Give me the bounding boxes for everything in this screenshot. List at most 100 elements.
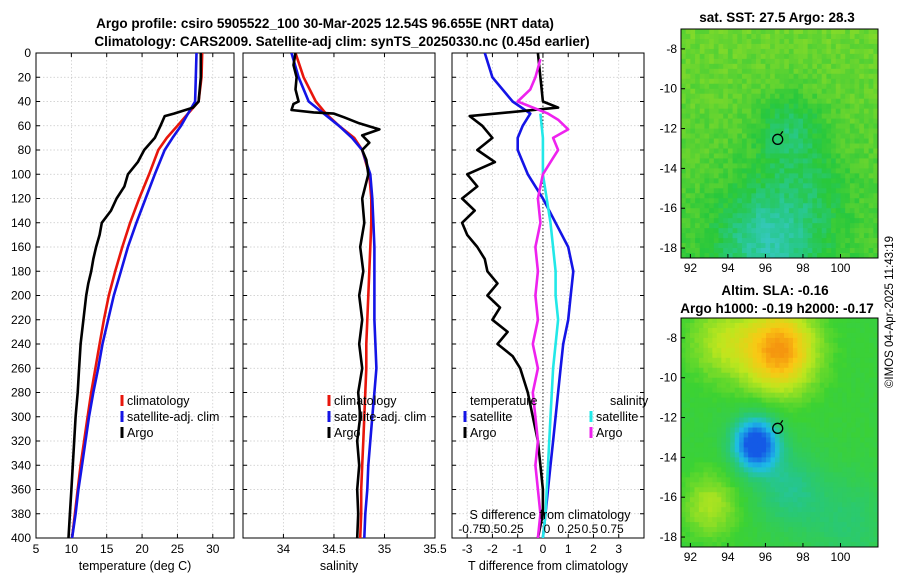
map-cell [756, 158, 762, 164]
map-cell [748, 318, 754, 324]
map-cell [694, 452, 700, 458]
map-cell [716, 337, 722, 344]
map-cell [835, 183, 841, 189]
map-cell [784, 29, 790, 35]
map-cell [788, 387, 794, 394]
map-cell [821, 118, 827, 124]
map-cell [779, 63, 785, 70]
map-cell [788, 33, 794, 40]
map-cell [863, 78, 870, 85]
map-cell [685, 218, 691, 224]
map-cell [732, 133, 738, 139]
map-cell [842, 477, 848, 483]
map-cell [817, 83, 823, 90]
map-cell [815, 367, 821, 374]
map-cell [840, 63, 846, 70]
map-cell [727, 183, 733, 189]
map-cell [681, 29, 687, 35]
map-cell [718, 108, 724, 115]
map-cell [797, 457, 803, 463]
map-cell [698, 357, 704, 364]
map-cell [707, 412, 713, 418]
map-cell [694, 432, 700, 438]
map-cell [704, 98, 710, 105]
map-cell [774, 183, 780, 189]
map-cell [806, 397, 812, 404]
map-cell [815, 457, 821, 463]
map-cell [845, 68, 851, 75]
map-cell [690, 113, 696, 120]
map-cell [797, 382, 803, 389]
map-cell [690, 198, 696, 204]
map-cell [840, 98, 846, 105]
map-cell [833, 357, 839, 364]
map-cell [743, 502, 749, 508]
map-cell [748, 397, 754, 404]
map-cell [828, 362, 834, 369]
map-cell [713, 253, 719, 259]
map-cell [793, 148, 799, 154]
map-cell [704, 33, 710, 40]
map-cell [792, 487, 798, 493]
map-cell [751, 238, 757, 244]
map-cell [831, 163, 837, 169]
map-cell [761, 422, 767, 428]
map-cell [721, 337, 727, 344]
map-cell [826, 168, 832, 174]
map-cell [775, 487, 780, 493]
map-cell [788, 48, 794, 55]
map-cell [819, 357, 825, 364]
map-cell [774, 243, 780, 249]
map-cell [716, 362, 722, 369]
map-cell [855, 487, 861, 493]
map-cell [775, 397, 780, 404]
map-cell [792, 537, 798, 543]
map-cell [828, 472, 834, 478]
map-cell [797, 542, 803, 548]
map-cell [864, 402, 870, 409]
map-cell [788, 93, 794, 100]
map-cell [748, 422, 754, 428]
map-cell [797, 492, 803, 498]
map-cell [694, 337, 700, 344]
map-cell [737, 198, 743, 204]
map-cell [783, 512, 789, 518]
map-cell [712, 347, 718, 354]
map-cell [743, 432, 749, 438]
map-cell [806, 342, 812, 349]
map-cell [761, 382, 767, 389]
map-cell [828, 432, 834, 438]
map-cell [689, 322, 695, 329]
map-cell [685, 347, 691, 354]
map-cell [746, 138, 752, 144]
map-cell [801, 342, 807, 349]
map-cell [741, 143, 748, 149]
map-cell [690, 238, 696, 244]
map-cell [831, 153, 837, 159]
map-cell [766, 482, 771, 488]
map-cell [760, 218, 766, 224]
map-cell [854, 33, 860, 40]
map-cell [793, 163, 799, 169]
map-cell [746, 208, 752, 214]
map-cell [725, 402, 731, 409]
map-cell [743, 327, 749, 334]
map-cell [812, 78, 818, 85]
map-cell [842, 372, 848, 379]
map-cell [751, 128, 757, 134]
map-cell [863, 188, 870, 194]
map-cell [845, 223, 851, 229]
map-cell [784, 113, 790, 120]
map-cell [695, 118, 701, 124]
map-cell [819, 367, 825, 374]
map-cell [709, 68, 715, 75]
map-cell [699, 228, 705, 234]
map-cell [737, 78, 743, 85]
map-cell [732, 178, 738, 184]
map-cell [730, 507, 736, 513]
map-cell [770, 367, 776, 374]
map-cell [685, 243, 691, 249]
map-cell [703, 337, 709, 344]
map-cell [845, 103, 851, 110]
map-cell [730, 522, 736, 528]
